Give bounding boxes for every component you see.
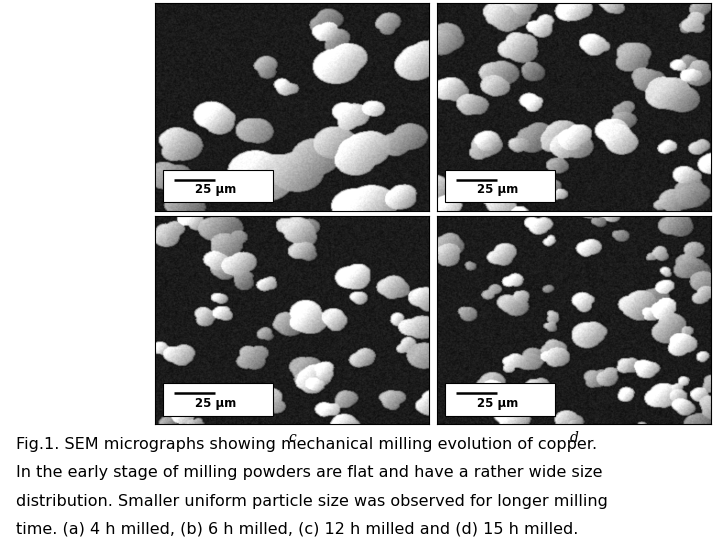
Text: c: c bbox=[288, 431, 296, 445]
Text: b: b bbox=[570, 218, 578, 232]
Text: distribution. Smaller uniform particle size was observed for longer milling: distribution. Smaller uniform particle s… bbox=[16, 494, 608, 509]
Text: 25 μm: 25 μm bbox=[477, 184, 518, 197]
Text: time. (a) 4 h milled, (b) 6 h milled, (c) 12 h milled and (d) 15 h milled.: time. (a) 4 h milled, (b) 6 h milled, (c… bbox=[16, 522, 578, 537]
Text: Fig.1. SEM micrographs showing mechanical milling evolution of copper.: Fig.1. SEM micrographs showing mechanica… bbox=[16, 437, 597, 453]
Text: 25 μm: 25 μm bbox=[195, 184, 236, 197]
Text: 25 μm: 25 μm bbox=[195, 397, 236, 410]
Bar bbox=[445, 170, 555, 202]
Bar bbox=[163, 383, 273, 416]
Text: a: a bbox=[288, 218, 296, 232]
Text: In the early stage of milling powders are flat and have a rather wide size: In the early stage of milling powders ar… bbox=[16, 465, 603, 481]
Text: d: d bbox=[570, 431, 578, 445]
Bar bbox=[163, 170, 273, 202]
Bar bbox=[445, 383, 555, 416]
Text: 25 μm: 25 μm bbox=[477, 397, 518, 410]
